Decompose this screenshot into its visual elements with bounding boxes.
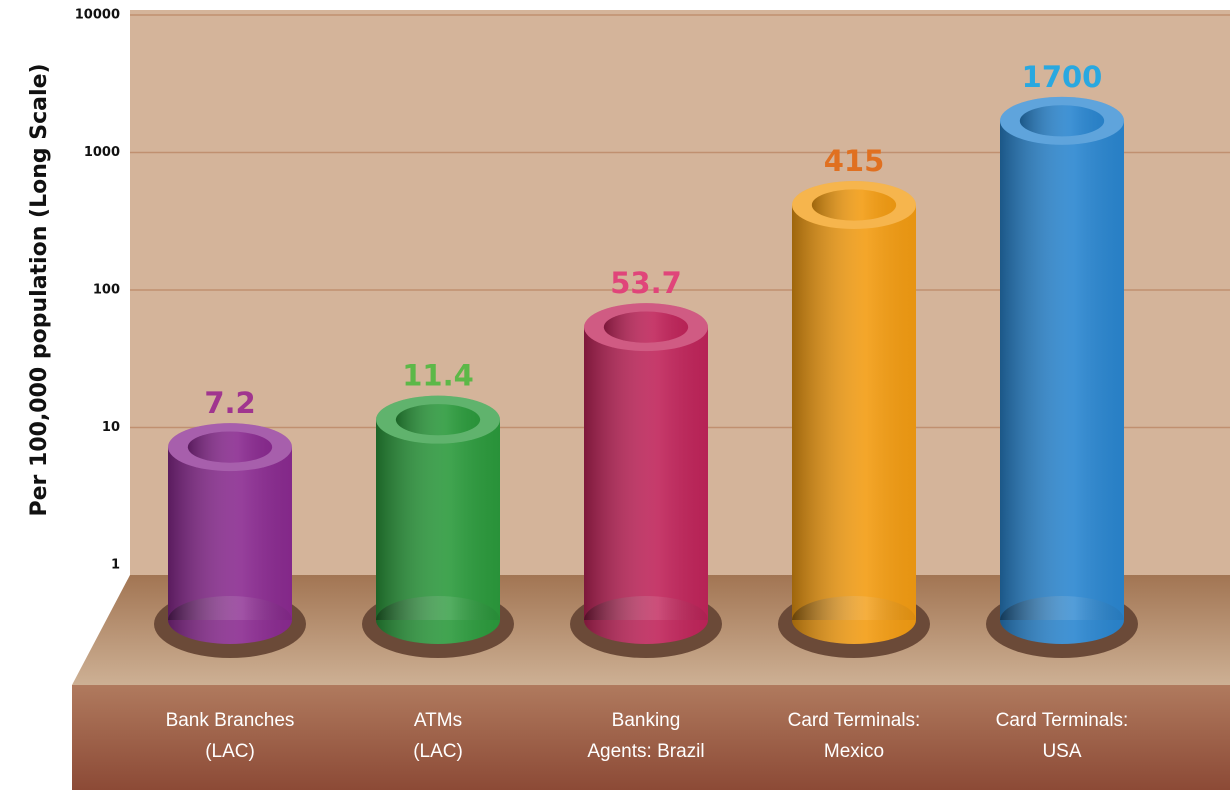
x-tick-label: (LAC) <box>205 741 255 762</box>
value-label: 7.2 <box>204 386 255 420</box>
cylinder-hole-shade <box>395 404 481 436</box>
value-label: 11.4 <box>402 359 474 393</box>
cylinder-hole-shade <box>811 189 897 221</box>
cylinder-shade <box>376 419 500 620</box>
cylinder-shade <box>168 447 292 620</box>
x-tick-label: Mexico <box>824 741 884 762</box>
cylinder-shade <box>1000 120 1124 621</box>
x-tick-label: Card Terminals: <box>996 710 1129 731</box>
y-tick-label: 1 <box>111 558 120 573</box>
front-band <box>72 685 1230 790</box>
cylinder-shade <box>792 205 916 621</box>
value-label: 53.7 <box>610 266 682 300</box>
y-tick-label: 100 <box>93 283 120 298</box>
x-tick-label: ATMs <box>414 710 462 731</box>
cylinder-hole-shade <box>603 311 689 343</box>
x-tick-label: Agents: Brazil <box>587 741 704 762</box>
x-tick-label: USA <box>1042 741 1081 762</box>
value-label: 1700 <box>1022 60 1103 94</box>
value-label: 415 <box>824 144 885 178</box>
y-tick-label: 10 <box>102 420 120 435</box>
cylinder-hole-shade <box>187 431 273 463</box>
x-tick-label: Bank Branches <box>166 710 295 731</box>
x-tick-label: Card Terminals: <box>788 710 921 731</box>
y-tick-label: 1000 <box>84 145 120 160</box>
cylinder-hole-shade <box>1019 105 1105 137</box>
x-tick-label: Banking <box>612 710 681 731</box>
cylinder-shade <box>584 327 708 620</box>
y-axis-label: Per 100,000 population (Long Scale) <box>27 63 52 516</box>
y-tick-label: 10000 <box>75 8 120 23</box>
x-tick-label: (LAC) <box>413 741 463 762</box>
